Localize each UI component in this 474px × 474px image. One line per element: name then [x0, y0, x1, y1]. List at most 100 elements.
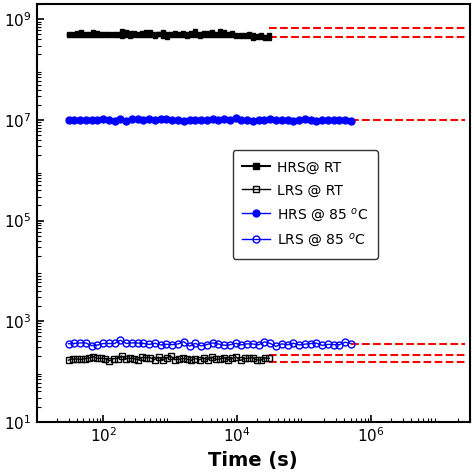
- LRS @ 85 $^o$C: [221, 342, 227, 348]
- LRS @ RT: [156, 354, 162, 360]
- LRS @ 85 $^o$C: [187, 343, 192, 349]
- LRS @ RT: [107, 358, 112, 364]
- HRS @ 85 $^o$C: [285, 118, 291, 123]
- HRS @ 85 $^o$C: [146, 117, 152, 122]
- HRS @ 85 $^o$C: [100, 116, 106, 121]
- HRS @ 85 $^o$C: [106, 117, 112, 122]
- LRS @ RT: [258, 357, 264, 363]
- LRS @ RT: [99, 356, 104, 361]
- LRS @ RT: [70, 356, 75, 362]
- HRS @ 85 $^o$C: [118, 117, 123, 122]
- LRS @ 85 $^o$C: [83, 340, 89, 346]
- HRS @ 85 $^o$C: [325, 117, 331, 122]
- HRS @ 85 $^o$C: [112, 118, 118, 124]
- LRS @ 85 $^o$C: [256, 342, 262, 347]
- HRS @ 85 $^o$C: [233, 115, 238, 121]
- LRS @ 85 $^o$C: [181, 339, 187, 345]
- LRS @ RT: [127, 356, 133, 361]
- LRS @ RT: [229, 356, 235, 361]
- LRS @ 85 $^o$C: [313, 340, 319, 346]
- HRS @ 85 $^o$C: [342, 117, 348, 123]
- LRS @ 85 $^o$C: [331, 342, 337, 347]
- LRS @ 85 $^o$C: [164, 341, 169, 347]
- LRS @ 85 $^o$C: [262, 339, 267, 345]
- LRS @ 85 $^o$C: [152, 340, 158, 346]
- HRS @ 85 $^o$C: [244, 118, 250, 123]
- HRS @ 85 $^o$C: [216, 117, 221, 123]
- LRS @ 85 $^o$C: [112, 341, 118, 346]
- HRS @ 85 $^o$C: [187, 118, 192, 123]
- HRS @ 85 $^o$C: [164, 116, 169, 121]
- LRS @ 85 $^o$C: [66, 341, 72, 346]
- HRS @ 85 $^o$C: [348, 118, 354, 124]
- LRS @ 85 $^o$C: [325, 342, 331, 347]
- HRS @ 85 $^o$C: [123, 118, 129, 123]
- LRS @ 85 $^o$C: [296, 342, 302, 348]
- LRS @ RT: [131, 356, 137, 362]
- LRS @ RT: [94, 356, 100, 361]
- LRS @ 85 $^o$C: [302, 341, 308, 347]
- LRS @ RT: [115, 356, 120, 361]
- LRS @ RT: [262, 355, 268, 361]
- LRS @ 85 $^o$C: [146, 342, 152, 347]
- LRS @ RT: [250, 355, 255, 361]
- LRS @ RT: [74, 356, 80, 362]
- HRS @ 85 $^o$C: [83, 117, 89, 123]
- HRS @ 85 $^o$C: [152, 117, 158, 122]
- HRS @ 85 $^o$C: [313, 118, 319, 124]
- LRS @ 85 $^o$C: [238, 342, 244, 348]
- LRS @ 85 $^o$C: [210, 340, 215, 346]
- LRS @ 85 $^o$C: [233, 340, 238, 346]
- LRS @ 85 $^o$C: [141, 340, 146, 346]
- HRS @ 85 $^o$C: [89, 117, 94, 123]
- LRS @ RT: [205, 357, 210, 363]
- HRS @ 85 $^o$C: [337, 117, 342, 123]
- HRS @ 85 $^o$C: [279, 117, 284, 123]
- HRS @ 85 $^o$C: [175, 118, 181, 123]
- X-axis label: Time (s): Time (s): [209, 451, 298, 470]
- HRS @ 85 $^o$C: [250, 118, 256, 123]
- LRS @ 85 $^o$C: [135, 340, 140, 346]
- LRS @ 85 $^o$C: [118, 337, 123, 343]
- LRS @ RT: [176, 356, 182, 362]
- LRS @ 85 $^o$C: [198, 343, 204, 349]
- LRS @ RT: [147, 355, 153, 361]
- HRS @ 85 $^o$C: [181, 118, 187, 123]
- HRS @ 85 $^o$C: [204, 117, 210, 123]
- HRS @ 85 $^o$C: [221, 116, 227, 122]
- LRS @ 85 $^o$C: [250, 341, 256, 347]
- LRS @ RT: [201, 355, 207, 361]
- LRS @ RT: [123, 356, 128, 362]
- LRS @ RT: [78, 356, 83, 362]
- LRS @ RT: [86, 356, 92, 361]
- LRS @ 85 $^o$C: [319, 343, 325, 348]
- LRS @ RT: [254, 357, 260, 363]
- Line: LRS @ RT: LRS @ RT: [66, 353, 272, 364]
- LRS @ 85 $^o$C: [129, 340, 135, 346]
- LRS @ 85 $^o$C: [291, 340, 296, 346]
- HRS @ 85 $^o$C: [66, 117, 72, 123]
- LRS @ 85 $^o$C: [285, 342, 291, 347]
- LRS @ RT: [152, 357, 157, 363]
- LRS @ RT: [90, 354, 96, 359]
- LRS @ RT: [172, 357, 178, 363]
- HRS @ 85 $^o$C: [77, 118, 83, 123]
- Line: HRS @ 85 $^o$C: HRS @ 85 $^o$C: [65, 115, 355, 124]
- LRS @ RT: [246, 356, 252, 361]
- HRS @ 85 $^o$C: [238, 117, 244, 122]
- LRS @ RT: [237, 357, 243, 363]
- LRS @ RT: [192, 356, 198, 361]
- LRS @ RT: [266, 356, 272, 361]
- LRS @ 85 $^o$C: [216, 341, 221, 347]
- HRS @ 85 $^o$C: [198, 117, 204, 123]
- HRS @ 85 $^o$C: [158, 117, 164, 122]
- HRS @ 85 $^o$C: [192, 117, 198, 123]
- LRS @ RT: [111, 356, 117, 362]
- HRS @ 85 $^o$C: [296, 118, 302, 123]
- LRS @ 85 $^o$C: [273, 344, 279, 349]
- LRS @ 85 $^o$C: [94, 342, 100, 348]
- LRS @ 85 $^o$C: [244, 341, 250, 346]
- LRS @ RT: [102, 356, 108, 362]
- LRS @ RT: [184, 356, 190, 362]
- HRS @ 85 $^o$C: [262, 117, 267, 123]
